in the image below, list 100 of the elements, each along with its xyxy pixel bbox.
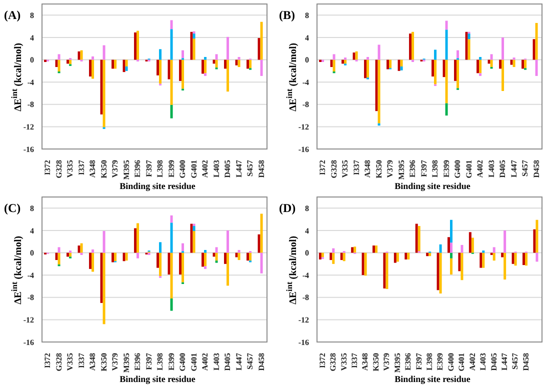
x-tick-label: F397	[419, 160, 428, 177]
bar	[190, 32, 193, 60]
x-tick-label: I372	[318, 353, 327, 368]
bar	[342, 60, 344, 64]
bar	[66, 252, 70, 257]
bar	[258, 234, 260, 253]
bar	[364, 60, 367, 78]
bar	[404, 252, 408, 260]
y-tick-label: -16	[298, 144, 309, 154]
x-tick-label: I337	[76, 353, 86, 368]
bar	[258, 38, 260, 60]
bar	[468, 39, 470, 60]
bar	[170, 60, 173, 105]
x-tick-label: I372	[43, 160, 52, 176]
bar	[55, 252, 58, 260]
x-axis-title: Binding site residue	[394, 181, 472, 191]
bar	[204, 252, 207, 266]
x-tick-label: A348	[88, 160, 98, 178]
bar	[170, 215, 173, 223]
bar	[445, 30, 448, 60]
x-tick-label: K350	[371, 353, 380, 372]
bar	[249, 60, 252, 68]
x-tick-label: F397	[144, 160, 154, 177]
bar	[499, 60, 502, 69]
x-tick-label: D405	[223, 160, 232, 178]
x-tick-label: L403	[212, 353, 221, 370]
y-tick-label: -16	[23, 144, 34, 154]
bar	[366, 60, 370, 78]
bar	[92, 249, 94, 253]
bar	[125, 252, 128, 261]
bar	[386, 60, 390, 70]
bar	[190, 224, 193, 253]
x-tick-label: E396	[133, 353, 142, 370]
bar	[246, 60, 250, 69]
bar	[394, 252, 396, 263]
bar	[114, 60, 117, 69]
bar	[224, 60, 227, 69]
bar	[170, 298, 173, 311]
bar	[100, 252, 103, 303]
bar	[412, 32, 414, 60]
x-tick-label: V379	[110, 353, 120, 371]
bar	[58, 247, 60, 253]
bar	[204, 73, 207, 76]
x-tick-label: V379	[110, 160, 120, 178]
bar	[260, 252, 263, 274]
x-tick-label: G401	[189, 160, 198, 178]
y-tick-label: 4	[30, 33, 34, 42]
bar	[525, 252, 528, 266]
bar	[378, 123, 380, 126]
x-tick-label: F397	[414, 353, 424, 370]
x-tick-label: V379	[382, 353, 392, 371]
bar	[372, 246, 375, 253]
bar	[488, 60, 490, 64]
bar	[396, 252, 399, 262]
bar	[204, 60, 207, 74]
bar	[159, 60, 162, 84]
bar	[400, 66, 403, 70]
bar	[480, 252, 482, 268]
bar	[428, 252, 432, 256]
bar	[112, 60, 114, 69]
bar	[202, 60, 204, 74]
y-tick-label: -12	[298, 316, 309, 325]
x-tick-label: S457	[510, 353, 520, 370]
bar	[80, 243, 83, 253]
bar	[407, 252, 410, 260]
y-tick-label: -8	[302, 293, 309, 302]
bar	[246, 252, 250, 261]
chart-title: (C)	[4, 201, 21, 216]
bar	[204, 266, 207, 269]
bar	[260, 60, 263, 76]
x-tick-label: A348	[363, 160, 372, 178]
x-tick-label: G400	[453, 160, 462, 178]
bar	[458, 252, 461, 272]
bar	[378, 44, 380, 60]
x-tick-label: D458	[256, 160, 266, 178]
bar	[215, 252, 218, 261]
bar	[92, 60, 94, 79]
bar	[398, 60, 400, 71]
x-tick-label: L398	[425, 353, 434, 370]
bar	[114, 252, 117, 262]
bar	[156, 252, 160, 268]
x-tick-label: G401	[464, 160, 474, 178]
x-tick-label: K350	[374, 160, 384, 178]
bar	[514, 252, 517, 266]
bar	[78, 246, 80, 253]
x-axis-title: Binding site residue	[118, 374, 196, 384]
bar	[159, 49, 162, 60]
bar	[192, 38, 196, 60]
bar	[340, 252, 343, 260]
bar	[434, 50, 437, 60]
bar	[476, 60, 480, 74]
y-tick-label: 0	[305, 248, 309, 258]
y-tick-label: -12	[23, 122, 34, 132]
y-tick-label: -12	[23, 316, 34, 325]
bar	[378, 60, 380, 124]
bar	[465, 32, 468, 60]
x-tick-label: L447	[234, 160, 244, 178]
bar	[533, 229, 536, 253]
bar	[202, 252, 204, 267]
bar	[89, 60, 92, 76]
